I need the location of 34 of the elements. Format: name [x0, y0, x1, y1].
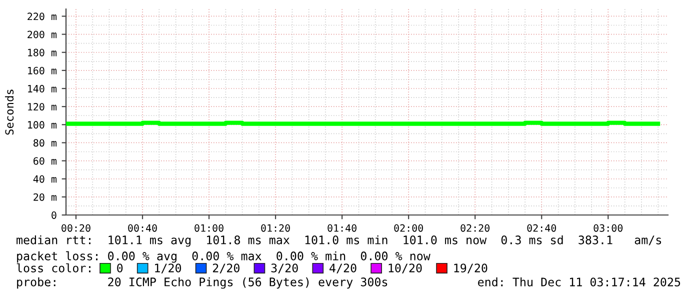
x-tick-label: 01:00 [194, 224, 224, 232]
text: end: Thu Dec 11 03:17:14 2025 [478, 277, 680, 286]
x-tick-label: 01:40 [328, 224, 356, 232]
legend-label: 2/20 [212, 264, 240, 274]
legend-label: 3/20 [271, 264, 298, 274]
legend-label: 0 [117, 264, 123, 272]
legend-title: loss color: [16, 263, 90, 272]
legend-label: 19/20 [454, 264, 488, 274]
y-tick-label: 140 m [28, 84, 56, 92]
y-tick-label: 180 m [28, 48, 56, 56]
text: packet loss: 0.00 % avg 0.00 % max 0.00 % min 0.00 % now [17, 251, 430, 263]
legend-label: 1/20 [155, 264, 182, 274]
legend-label: 10/20 [388, 264, 422, 274]
x-tick-label: 02:20 [460, 224, 490, 232]
y-tick-label: 20 m [34, 193, 56, 201]
text: median rtt: 101.1 ms avg 101.8 ms max 101.0 ms min 101.0 ms now 0.3 ms sd 383.1 am/s [16, 235, 662, 247]
legend-label: 4/20 [330, 264, 356, 274]
y-tick-label: 60 m [34, 157, 56, 165]
x-tick-label: 00:40 [128, 224, 157, 232]
y-tick-label: 80 m [34, 139, 56, 147]
x-tick-label: 02:00 [394, 224, 423, 232]
x-tick-label: 01:20 [261, 224, 290, 232]
y-tick-label: 220 m [28, 12, 56, 20]
x-tick-label: 00:20 [62, 224, 90, 232]
y-tick-label: 160 m [28, 66, 56, 74]
y-tick-label: 40 m [33, 175, 56, 183]
x-tick-label: 03:00 [594, 224, 623, 232]
y-tick-label: 120 m [28, 102, 56, 111]
text: probe: 20 ICMP Echo Pings (56 Bytes) every 300s [17, 277, 388, 289]
y-axis-title: Seconds [5, 90, 14, 135]
y-tick-label: 200 m [28, 30, 56, 38]
x-tick-label: 02:40 [527, 224, 556, 232]
y-tick-label: 100 m [28, 121, 56, 129]
y-tick-label: 0 [52, 211, 56, 219]
